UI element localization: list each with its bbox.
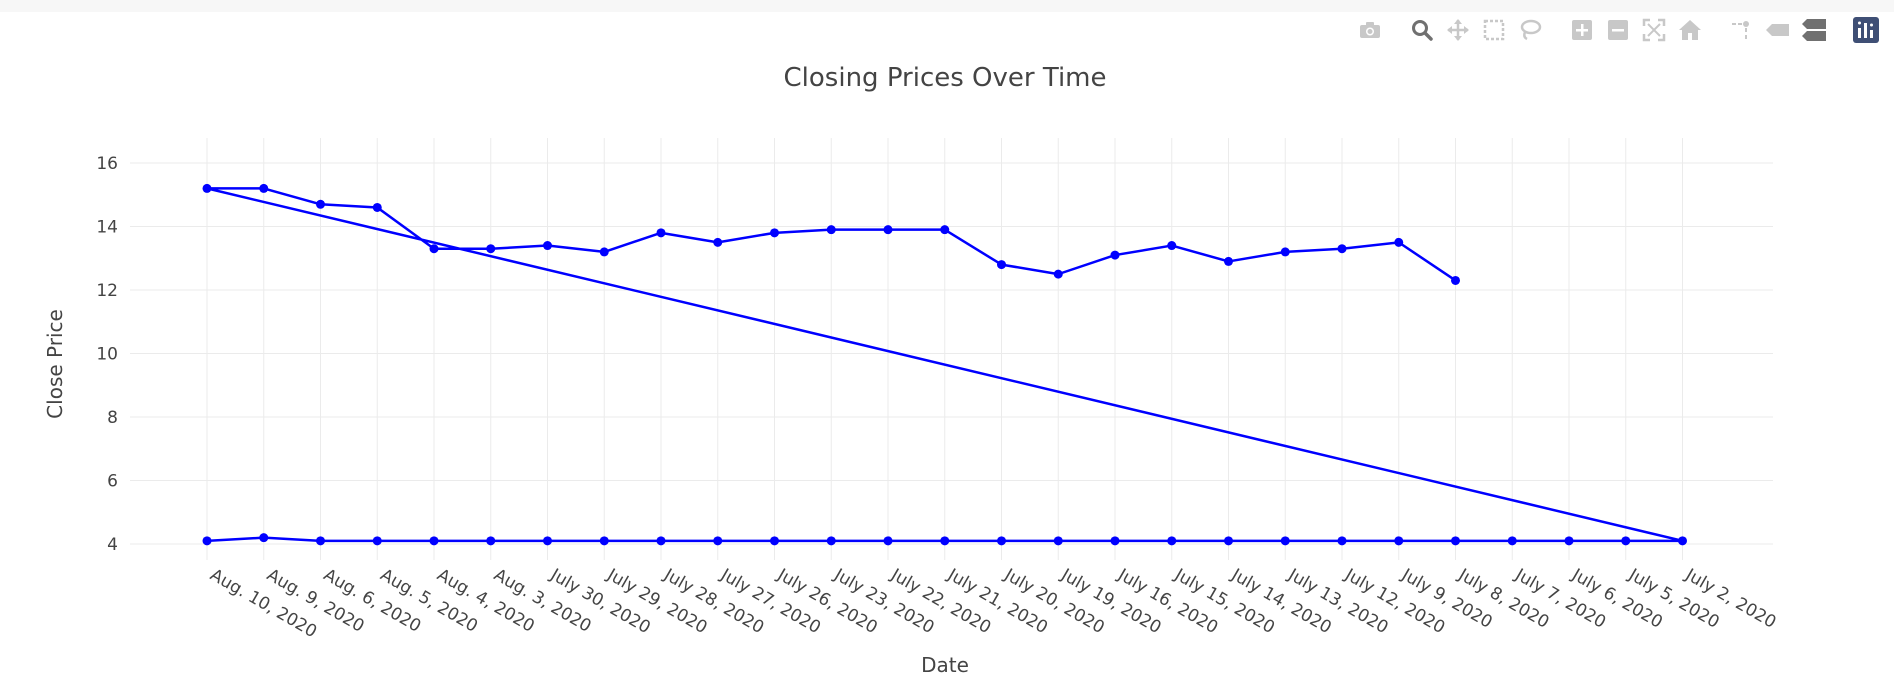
zoom-out-icon[interactable] bbox=[1600, 16, 1636, 44]
modebar bbox=[1336, 16, 1884, 44]
data-point[interactable] bbox=[1337, 536, 1347, 546]
series-line bbox=[205, 187, 1684, 543]
y-tick-label: 12 bbox=[96, 281, 118, 301]
data-point[interactable] bbox=[883, 536, 893, 546]
data-point[interactable] bbox=[1678, 536, 1687, 546]
data-point[interactable] bbox=[883, 225, 893, 235]
autoscale-icon[interactable] bbox=[1636, 16, 1672, 44]
data-point[interactable] bbox=[826, 225, 836, 235]
y-axis-ticks: 4 6 8 10 12 14 16 bbox=[96, 154, 118, 555]
y-axis-title: Close Price bbox=[43, 309, 67, 419]
data-point[interactable] bbox=[599, 247, 609, 257]
data-point[interactable] bbox=[259, 533, 269, 543]
data-point[interactable] bbox=[1280, 536, 1290, 546]
y-tick-label: 4 bbox=[107, 535, 118, 555]
zoom-in-icon[interactable] bbox=[1564, 16, 1600, 44]
modebar-group bbox=[1564, 16, 1708, 44]
data-point[interactable] bbox=[599, 536, 609, 546]
y-tick-label: 10 bbox=[96, 345, 118, 365]
data-point[interactable] bbox=[1110, 536, 1120, 546]
data-point[interactable] bbox=[1507, 536, 1517, 546]
y-tick-label: 16 bbox=[96, 154, 118, 174]
data-point[interactable] bbox=[1053, 536, 1063, 546]
data-point[interactable] bbox=[202, 183, 212, 193]
data-point[interactable] bbox=[997, 260, 1006, 270]
zoom-icon[interactable] bbox=[1404, 16, 1440, 44]
lasso-select-icon[interactable] bbox=[1512, 16, 1548, 44]
y-tick-label: 14 bbox=[96, 218, 118, 238]
data-point[interactable] bbox=[656, 228, 666, 238]
data-point[interactable] bbox=[486, 244, 496, 254]
data-point[interactable] bbox=[429, 536, 439, 546]
data-point[interactable] bbox=[202, 536, 212, 546]
data-point[interactable] bbox=[1053, 269, 1063, 279]
data-point[interactable] bbox=[1564, 536, 1574, 546]
data-point[interactable] bbox=[940, 536, 950, 546]
data-point[interactable] bbox=[713, 536, 723, 546]
data-point[interactable] bbox=[372, 202, 382, 212]
spike-lines-icon[interactable] bbox=[1724, 16, 1760, 44]
data-point[interactable] bbox=[713, 237, 723, 247]
data-point[interactable] bbox=[1167, 536, 1177, 546]
reset-axes-icon[interactable] bbox=[1672, 16, 1708, 44]
data-point[interactable] bbox=[997, 536, 1006, 546]
hover-closest-icon[interactable] bbox=[1760, 16, 1796, 44]
data-point[interactable] bbox=[1167, 241, 1177, 251]
top-strip bbox=[0, 0, 1894, 12]
modebar-group bbox=[1848, 16, 1884, 44]
modebar-group bbox=[1352, 16, 1388, 44]
plotly-logo-icon[interactable] bbox=[1848, 16, 1884, 44]
data-point[interactable] bbox=[316, 536, 325, 546]
data-point[interactable] bbox=[1337, 244, 1347, 254]
data-point[interactable] bbox=[1394, 536, 1404, 546]
grid bbox=[130, 138, 1773, 560]
data-point[interactable] bbox=[656, 536, 666, 546]
data-point[interactable] bbox=[940, 225, 950, 235]
data-point[interactable] bbox=[770, 536, 779, 546]
camera-icon[interactable] bbox=[1352, 16, 1388, 44]
data-point[interactable] bbox=[826, 536, 836, 546]
x-axis-title: Date bbox=[921, 653, 969, 673]
data-point[interactable] bbox=[1451, 536, 1460, 546]
data-point[interactable] bbox=[486, 536, 496, 546]
data-point[interactable] bbox=[1280, 247, 1290, 257]
data-point[interactable] bbox=[543, 241, 552, 251]
data-point[interactable] bbox=[1110, 250, 1120, 260]
data-point[interactable] bbox=[259, 183, 269, 193]
data-point[interactable] bbox=[372, 536, 382, 546]
y-tick-label: 6 bbox=[107, 472, 118, 492]
data-point[interactable] bbox=[543, 536, 552, 546]
modebar-group bbox=[1724, 16, 1832, 44]
hover-compare-icon[interactable] bbox=[1796, 16, 1832, 44]
data-point[interactable] bbox=[1224, 536, 1233, 546]
y-tick-label: 8 bbox=[107, 408, 118, 428]
pan-icon[interactable] bbox=[1440, 16, 1476, 44]
data-point[interactable] bbox=[429, 244, 439, 254]
data-point[interactable] bbox=[1394, 237, 1404, 247]
data-point[interactable] bbox=[1224, 256, 1233, 266]
data-point[interactable] bbox=[770, 228, 779, 238]
box-select-icon[interactable] bbox=[1476, 16, 1512, 44]
data-point[interactable] bbox=[316, 199, 325, 209]
data-point[interactable] bbox=[1621, 536, 1631, 546]
chart-title: Closing Prices Over Time bbox=[784, 63, 1107, 93]
series-layer bbox=[202, 183, 1687, 546]
data-point[interactable] bbox=[1451, 275, 1460, 285]
modebar-group bbox=[1404, 16, 1548, 44]
